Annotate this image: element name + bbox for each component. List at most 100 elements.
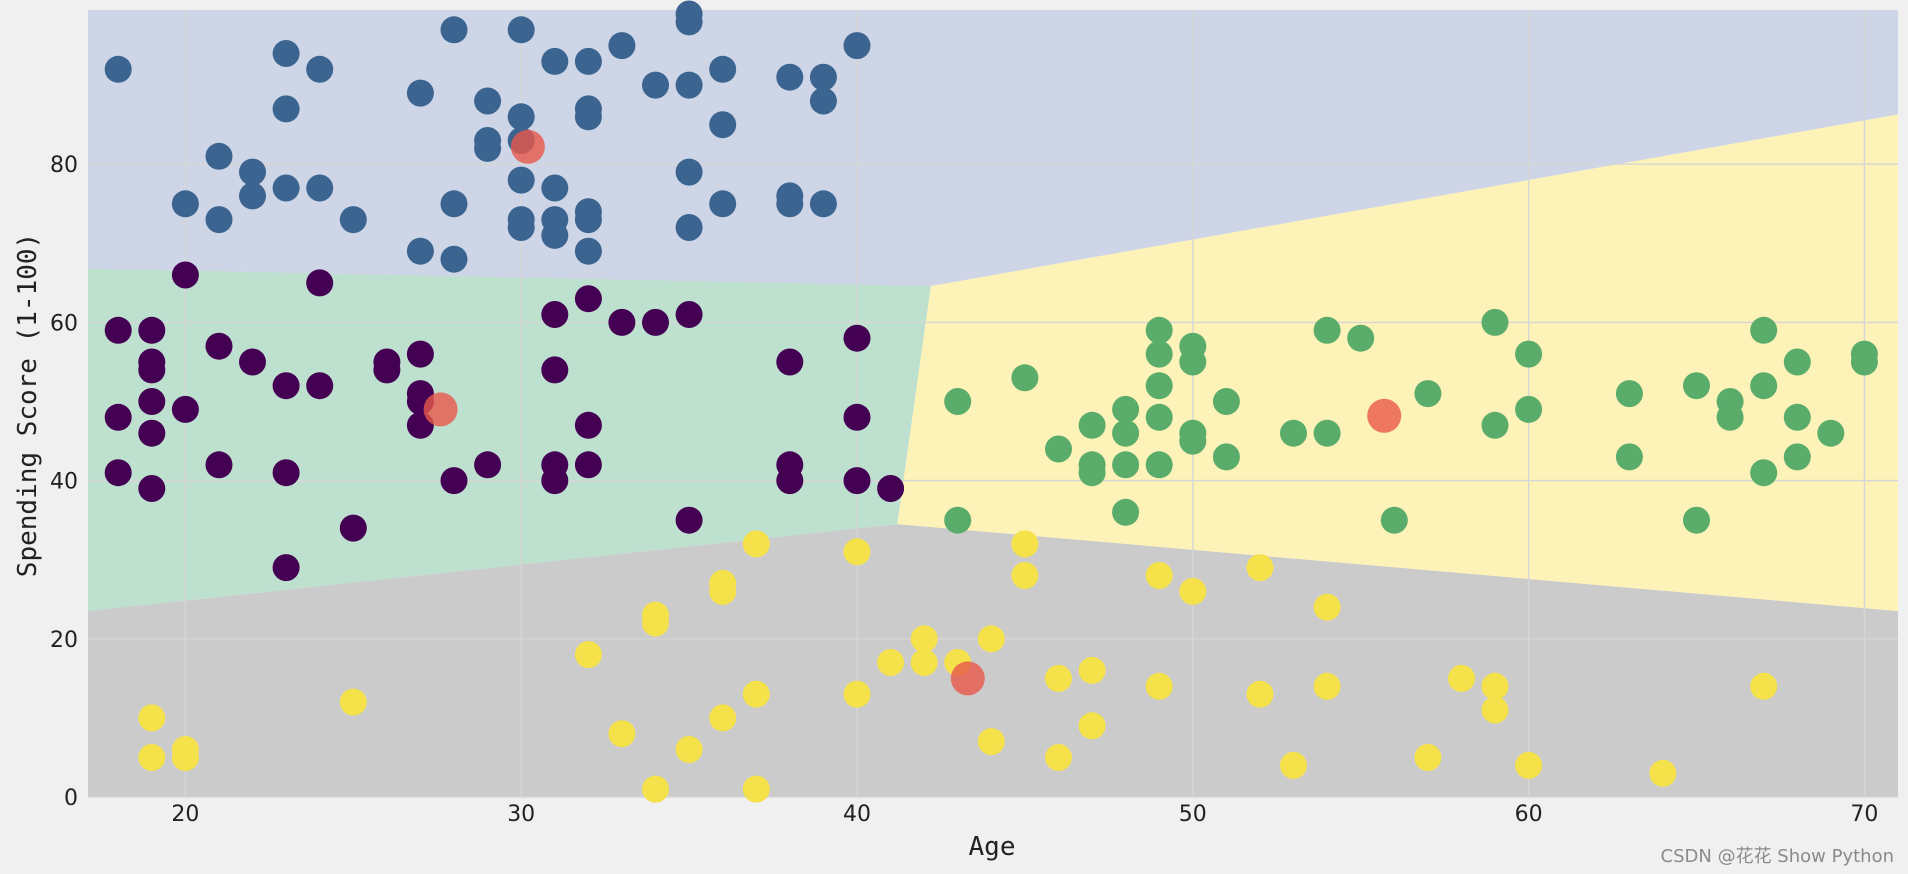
data-point-yellow [709,577,737,605]
centroid-point [950,661,985,696]
data-point-yellow [642,775,669,803]
data-point-green [1515,395,1543,423]
data-point-blue [709,111,737,139]
data-point-green [1112,498,1140,526]
data-point-blue [709,55,737,83]
data-point-dark-purple [373,356,401,384]
data-point-dark-purple [205,332,233,360]
data-point-yellow [1011,562,1039,589]
data-point-yellow [843,680,871,708]
data-point-blue [104,55,132,83]
data-point-blue [507,103,535,131]
data-point-green [1280,419,1307,447]
data-point-blue [574,47,602,75]
data-point-dark-purple [440,467,468,495]
data-point-yellow [171,744,199,771]
data-point-dark-purple [104,403,132,431]
data-point-blue [507,166,535,194]
data-point-dark-purple [272,459,300,487]
data-point-dark-purple [843,467,871,495]
data-point-dark-purple [474,451,502,479]
data-point-dark-purple [574,411,602,439]
data-point-blue [776,190,804,218]
data-point-yellow [1045,664,1072,692]
data-point-green [1179,427,1207,455]
data-point-yellow [1414,744,1442,771]
data-point-dark-purple [843,403,871,431]
data-point-green [1414,380,1442,408]
data-point-yellow [843,538,871,566]
data-point-green [1347,324,1375,352]
data-point-green [1313,316,1341,344]
x-tick-label: 50 [1179,802,1207,827]
data-point-blue [507,214,535,241]
data-point-blue [809,190,837,218]
data-point-green [1380,506,1408,534]
data-point-blue [440,16,468,44]
data-point-yellow [910,649,938,676]
y-axis-label: Spending Score (1-100) [13,233,43,577]
data-point-dark-purple [339,514,367,542]
data-point-blue [809,87,837,115]
data-point-dark-purple [205,451,233,479]
data-point-yellow [1448,664,1475,692]
data-point-dark-purple [171,261,199,289]
data-point-green [1481,411,1509,439]
data-point-yellow [675,736,703,763]
data-point-dark-purple [574,451,602,479]
watermark: CSDN @花花 Show Python [1660,846,1894,867]
data-point-blue [843,32,871,60]
data-point-dark-purple [104,459,132,487]
data-point-dark-purple [608,308,636,336]
data-point-dark-purple [272,372,300,400]
data-point-green [1212,443,1240,471]
data-point-dark-purple [272,554,300,582]
data-point-yellow [977,625,1005,653]
data-point-dark-purple [138,356,166,384]
region-green [88,268,931,612]
data-point-blue [574,237,602,265]
data-point-green [1045,435,1072,463]
data-point-yellow [1481,672,1509,700]
data-point-dark-purple [138,475,166,502]
region-gray [88,524,1898,797]
x-axis-label: Age [969,832,1016,862]
data-point-yellow [977,728,1005,756]
data-point-dark-purple [138,388,166,415]
data-point-yellow [1145,562,1173,589]
data-point-blue [809,63,837,91]
data-point-green [1615,443,1643,471]
data-point-blue [474,134,502,162]
data-point-blue [272,95,300,123]
data-point-green [1481,308,1509,336]
data-point-yellow [709,704,737,732]
x-tick-label: 60 [1515,802,1543,827]
data-point-blue [306,174,334,202]
y-tick-label: 40 [50,470,78,495]
data-point-green [1145,403,1173,431]
data-point-green [1078,411,1106,439]
y-tick-label: 60 [50,311,78,336]
data-point-green [944,506,972,534]
data-point-blue [272,40,300,67]
data-point-yellow [1011,530,1039,558]
data-point-blue [239,158,266,186]
data-point-blue [474,87,502,115]
data-point-blue [239,182,266,210]
data-point-green [1078,459,1106,487]
region-blue [88,10,1898,286]
data-point-blue [205,206,233,234]
data-point-dark-purple [675,506,703,534]
data-point-green [1011,364,1039,392]
data-point-green [1750,316,1778,344]
data-point-dark-purple [138,419,166,447]
data-point-dark-purple [406,340,434,368]
data-point-blue [306,55,334,83]
data-points [104,0,1878,803]
data-point-dark-purple [541,467,569,495]
data-point-yellow [138,704,166,732]
data-point-dark-purple [104,316,132,344]
x-tick-label: 70 [1850,802,1878,827]
data-point-blue [440,190,468,218]
data-point-blue [709,190,737,218]
